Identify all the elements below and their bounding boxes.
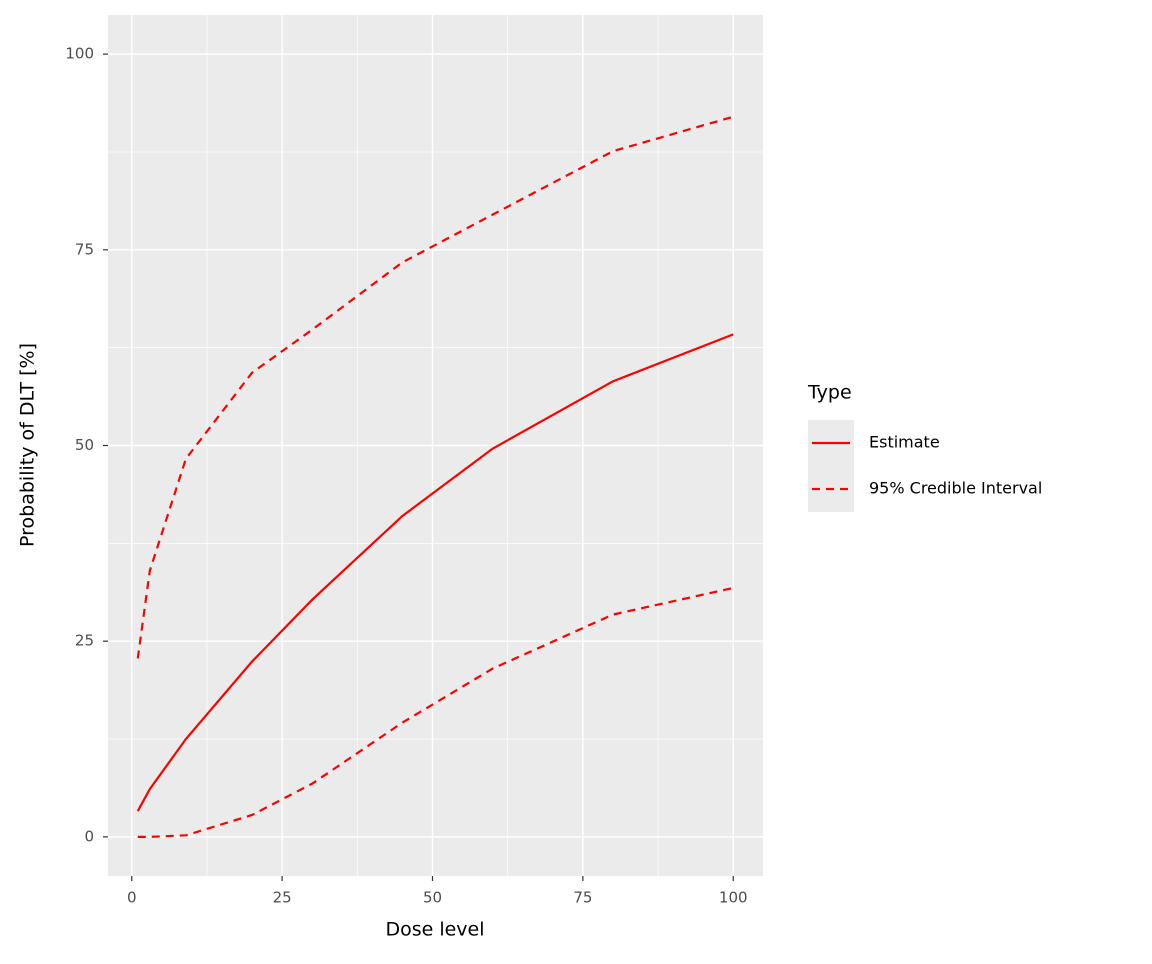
x-axis-title: Dose level bbox=[385, 919, 484, 941]
legend-key-background bbox=[808, 420, 854, 512]
legend: Estimate 95% Credible Interval bbox=[808, 420, 1042, 512]
legend-label: 95% Credible Interval bbox=[869, 479, 1042, 498]
line bbox=[137, 586, 734, 838]
y-axis-title: Probability of DLT [%] bbox=[17, 343, 39, 547]
x-tick-label: 25 bbox=[273, 889, 292, 907]
x-tick-label: 0 bbox=[127, 889, 137, 907]
grid bbox=[108, 15, 763, 876]
y-tick-label: 0 bbox=[84, 827, 94, 845]
y-tick-label: 25 bbox=[75, 632, 94, 650]
x-tick-label: 75 bbox=[573, 889, 592, 907]
y-tick-label: 50 bbox=[75, 436, 94, 454]
x-tick-label: 100 bbox=[719, 889, 748, 907]
x-tick-label: 50 bbox=[423, 889, 442, 907]
line bbox=[136, 333, 734, 812]
y-tick-label: 100 bbox=[65, 45, 94, 63]
legend-title: Type bbox=[807, 382, 852, 404]
marks bbox=[136, 115, 734, 838]
legend-label: Estimate bbox=[869, 433, 940, 452]
y-tick-label: 75 bbox=[75, 240, 94, 258]
line bbox=[136, 115, 734, 659]
